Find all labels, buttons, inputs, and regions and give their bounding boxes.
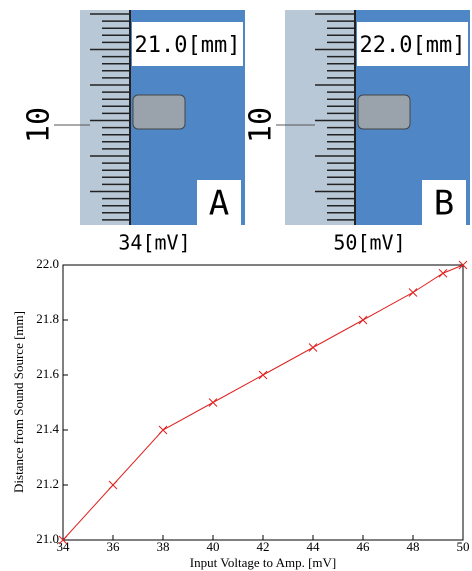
x-tick-label: 42 bbox=[257, 539, 270, 554]
y-tick-label: 22.0 bbox=[36, 256, 59, 271]
ruler bbox=[80, 10, 130, 225]
x-tick-label: 36 bbox=[107, 539, 121, 554]
ruler-mark: 10 bbox=[22, 107, 57, 143]
marker bbox=[408, 288, 418, 297]
y-tick-label: 21.8 bbox=[36, 311, 59, 326]
panel-label: B bbox=[434, 184, 454, 224]
voltage: 34[mV] bbox=[118, 231, 190, 255]
marker bbox=[258, 370, 268, 380]
reading-box bbox=[132, 22, 243, 66]
reading: 22.0[mm] bbox=[360, 33, 466, 58]
marker bbox=[458, 260, 468, 270]
y-tick-label: 21.0 bbox=[36, 531, 59, 546]
marker bbox=[158, 425, 168, 435]
x-axis-label: Input Voltage to Amp. [mV] bbox=[190, 555, 337, 570]
x-tick-label: 40 bbox=[207, 539, 220, 554]
reading-box bbox=[357, 22, 468, 66]
marker bbox=[438, 268, 448, 278]
x-tick-label: 46 bbox=[357, 539, 371, 554]
marker bbox=[308, 343, 318, 352]
x-tick-label: 38 bbox=[157, 539, 170, 554]
label-box bbox=[422, 180, 466, 225]
plot-frame bbox=[62, 264, 464, 541]
x-tick-label: 44 bbox=[307, 539, 321, 554]
marker bbox=[208, 398, 218, 407]
object bbox=[357, 94, 411, 130]
ruler-mark: 10 bbox=[244, 107, 279, 143]
line bbox=[62, 264, 464, 541]
marker bbox=[108, 480, 118, 490]
panel-label: A bbox=[209, 184, 229, 224]
x-tick-label: 48 bbox=[407, 539, 420, 554]
label-box bbox=[197, 180, 241, 225]
marker bbox=[358, 315, 368, 325]
x-tick-label: 50 bbox=[457, 539, 470, 554]
y-tick-label: 21.6 bbox=[36, 366, 59, 381]
y-tick-label: 21.2 bbox=[36, 476, 59, 491]
ruler bbox=[285, 10, 355, 225]
voltage: 50[mV] bbox=[333, 231, 405, 255]
marker bbox=[58, 535, 68, 545]
y-axis-label: Distance from Sound Source [mm] bbox=[11, 311, 26, 493]
reading: 21.0[mm] bbox=[135, 33, 241, 58]
y-tick-label: 21.4 bbox=[36, 421, 59, 436]
object bbox=[132, 94, 186, 130]
